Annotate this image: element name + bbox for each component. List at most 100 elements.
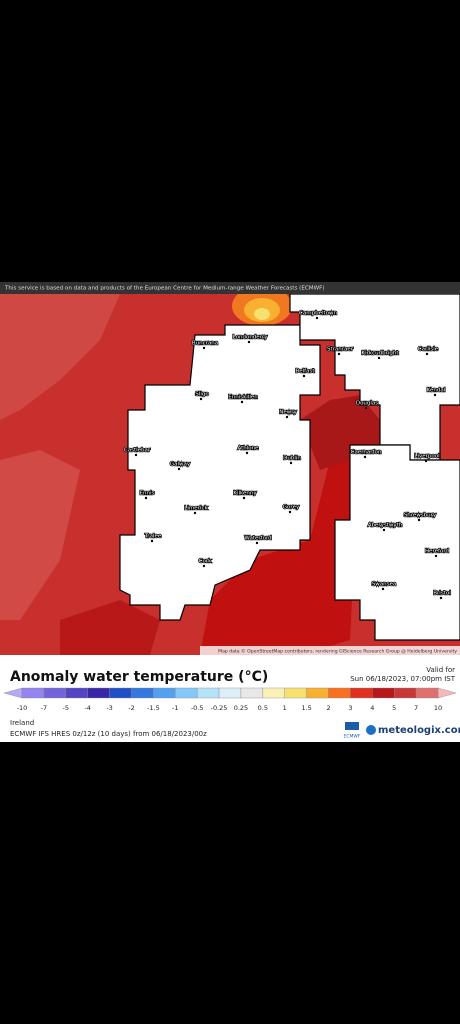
place-label: Carlisle xyxy=(418,347,439,353)
colorbar-cell xyxy=(262,687,285,699)
place-dot xyxy=(433,393,437,397)
colorbar-cell xyxy=(21,687,45,699)
place-label: Galway xyxy=(170,462,191,468)
disclaimer: This service is based on data and produc… xyxy=(4,286,325,292)
colorbar-label: -0.25 xyxy=(211,704,228,712)
place-label: Bristol xyxy=(433,591,451,597)
colorbar-label: -2 xyxy=(128,704,134,712)
sea-zone xyxy=(0,450,80,620)
place-label: Caernarfon xyxy=(351,450,382,456)
colorbar-label: -4 xyxy=(84,704,90,712)
place-dot xyxy=(193,511,197,515)
place-dot xyxy=(377,356,381,360)
colorbar-cell xyxy=(306,687,329,699)
colorbar-cell xyxy=(43,687,66,699)
place-dot xyxy=(381,587,385,591)
scotland-north-england xyxy=(289,293,460,461)
place-label: Aberystwyth xyxy=(368,523,403,529)
place-dot xyxy=(425,352,429,356)
colorbar-label: -0.5 xyxy=(191,704,204,712)
place-label: Cork xyxy=(199,559,212,565)
brand-logo xyxy=(366,725,376,735)
place-label: Ennis xyxy=(140,491,155,497)
place-label: Belfast xyxy=(295,369,315,375)
place-dot xyxy=(417,518,421,522)
place-label: Kirkcudbright xyxy=(362,351,400,357)
brand: meteologix.com xyxy=(378,725,460,736)
place-label: Athlone xyxy=(237,446,259,452)
header-bar xyxy=(0,282,460,294)
place-dot xyxy=(144,496,148,500)
place-dot xyxy=(315,316,319,320)
colorbar-cell xyxy=(65,687,88,699)
colorbar-label: 4 xyxy=(370,704,374,712)
place-dot xyxy=(247,340,251,344)
place-label: Swansea xyxy=(372,582,396,588)
place-dot xyxy=(337,352,341,356)
place-label: Hereford xyxy=(425,549,449,555)
place-label: Kendal xyxy=(427,388,446,394)
colorbar-label: -5 xyxy=(63,704,69,712)
place-label: Liverpool xyxy=(414,454,440,460)
sea-zone xyxy=(60,600,160,655)
place-label: Buncrana xyxy=(192,341,218,347)
attribution: Map data © OpenStreetMap contributors, r… xyxy=(218,648,457,655)
legend-title: Anomaly water temperature (°C) xyxy=(10,669,268,685)
place-label: Newry xyxy=(279,410,297,416)
ireland xyxy=(119,324,321,621)
colorbar-cell xyxy=(218,687,242,699)
place-dot xyxy=(202,346,206,350)
ecmwf-logo xyxy=(345,722,359,730)
place-label: Londonderry xyxy=(233,335,268,341)
place-dot xyxy=(150,539,154,543)
colorbar-label: 5 xyxy=(392,704,396,712)
model: ECMWF IFS HRES 0z/12z (10 days) from 06/… xyxy=(10,730,207,738)
place-label: Stranraer xyxy=(327,347,354,353)
place-label: Dublin xyxy=(283,456,301,462)
colorbar-cell xyxy=(153,687,176,699)
place-label: Waterford xyxy=(244,536,271,542)
place-dot xyxy=(199,397,203,401)
valid-label: Valid for xyxy=(426,666,455,674)
colorbar-label: 2 xyxy=(326,704,330,712)
colorbar-label: 1 xyxy=(283,704,287,712)
place-label: Shrewsbury xyxy=(404,513,437,519)
place-label: Campbeltown xyxy=(299,311,337,317)
place-dot xyxy=(424,459,428,463)
colorbar-cell xyxy=(196,687,220,699)
colorbar-cell xyxy=(350,687,373,699)
colorbar-cell xyxy=(87,687,110,699)
place-dot xyxy=(134,453,138,457)
colorbar-cell xyxy=(372,687,395,699)
place-dot xyxy=(302,374,306,378)
place-dot xyxy=(382,528,386,532)
colorbar-label: 10 xyxy=(434,704,442,712)
place-label: Gorey xyxy=(283,505,300,511)
sea-zone xyxy=(0,294,120,420)
land xyxy=(119,293,460,641)
place-dot xyxy=(363,455,367,459)
hotspot xyxy=(254,308,270,320)
colorbar-label: -1 xyxy=(172,704,178,712)
colorbar-label: 7 xyxy=(414,704,418,712)
colorbar-label: 3 xyxy=(348,704,352,712)
colorbar-label: -3 xyxy=(106,704,112,712)
place-label: Enniskillen xyxy=(228,395,258,401)
place-label: Kilkenny xyxy=(233,491,257,497)
place-dot xyxy=(240,400,244,404)
colorbar-label: 0.5 xyxy=(258,704,268,712)
colorbar-label: 1.5 xyxy=(301,704,311,712)
valid-time: Sun 06/18/2023, 07:00pm IST xyxy=(350,675,456,683)
colorbar-cell xyxy=(394,687,417,699)
colorbar-cell xyxy=(131,687,154,699)
colorbar-label: -1.5 xyxy=(147,704,160,712)
place-dot xyxy=(289,461,293,465)
colorbar-cell xyxy=(109,687,132,699)
colorbar-label: -10 xyxy=(17,704,28,712)
legend-panel xyxy=(0,655,460,742)
colorbar-cell xyxy=(328,687,351,699)
region: Ireland xyxy=(10,719,34,727)
place-dot xyxy=(202,564,206,568)
